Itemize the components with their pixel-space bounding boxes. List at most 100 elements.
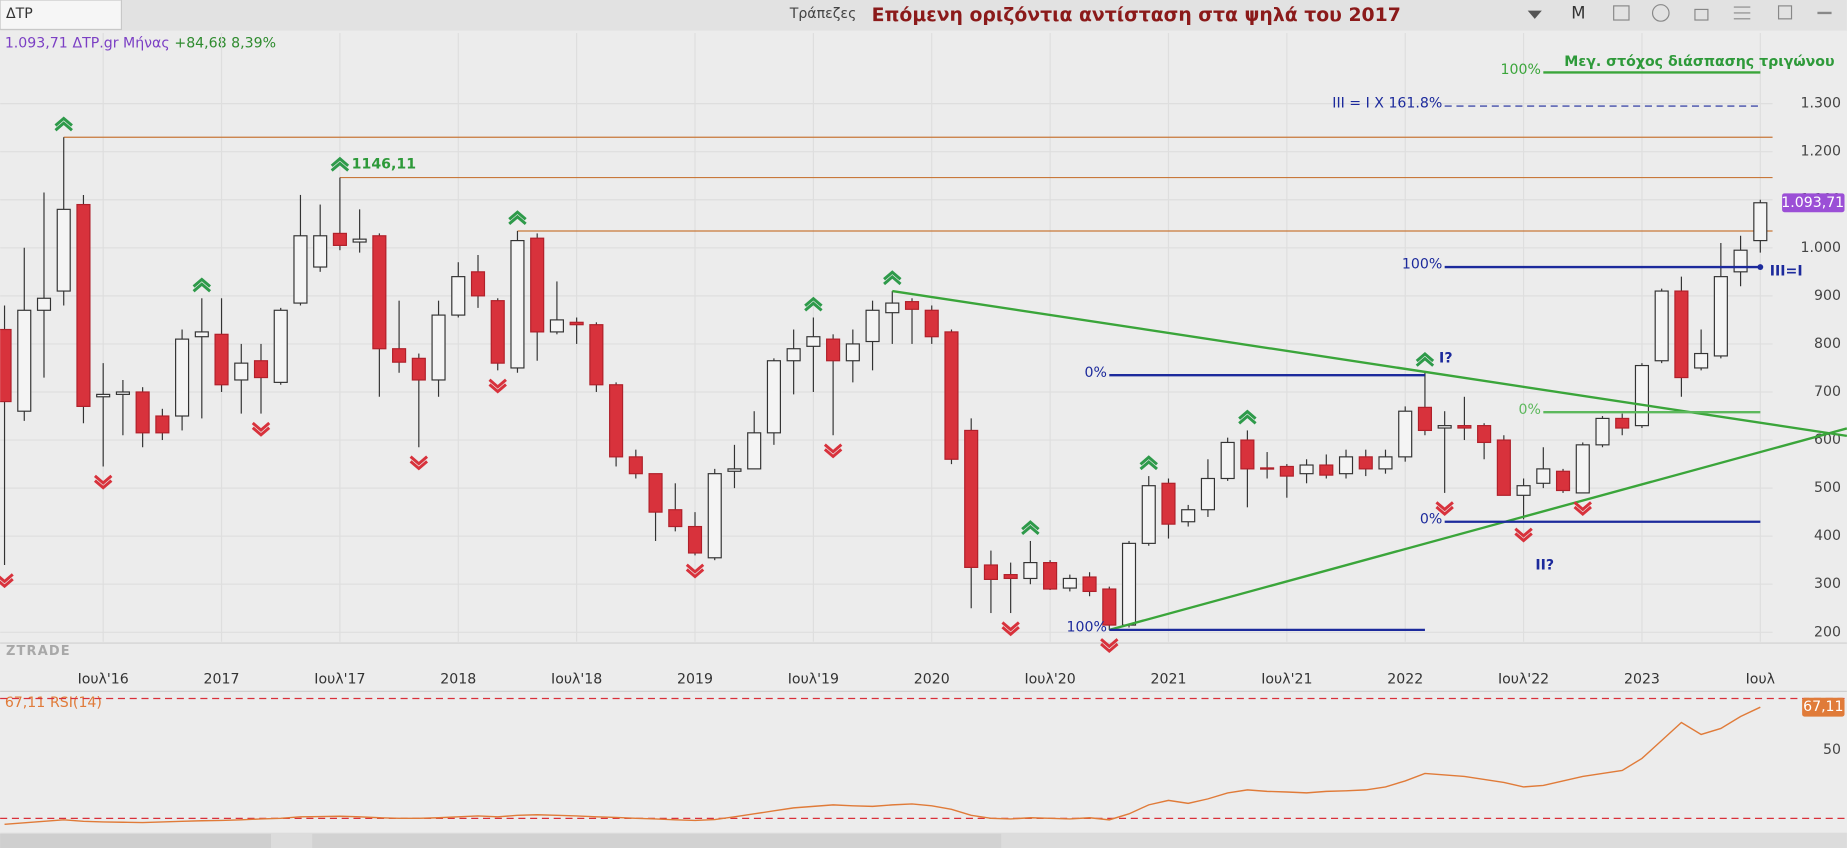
candle-body <box>1536 468 1551 484</box>
icon-chat[interactable] <box>1651 4 1670 22</box>
candle-body <box>1437 425 1452 429</box>
x-tick-label: 2022 <box>1387 672 1423 688</box>
scrollbar[interactable] <box>312 833 1002 848</box>
icon-restore[interactable] <box>1777 5 1793 20</box>
icon-lock[interactable] <box>1694 8 1709 21</box>
candle-body <box>826 338 841 362</box>
candle-body <box>904 301 920 310</box>
candle-body <box>490 300 505 364</box>
sector: Τράπεζες <box>789 6 857 22</box>
dropdown-button[interactable] <box>1527 10 1542 19</box>
y-tick-label: 900 <box>1814 288 1841 304</box>
tab[interactable] <box>0 833 272 848</box>
chart-title: Επόμενη οριζόντια αντίσταση στα ψηλά του… <box>872 5 1401 26</box>
x-tick-label: Ιουλ'21 <box>1261 672 1312 688</box>
candle-body <box>135 391 150 434</box>
candle-body <box>687 525 703 554</box>
icon-window[interactable] <box>1613 5 1630 21</box>
candle-body <box>1200 477 1215 511</box>
candle-body <box>214 333 229 386</box>
candle-body <box>924 309 939 338</box>
pivot-high <box>804 296 823 312</box>
candle-body <box>1161 482 1176 525</box>
fib-right-label: III=I <box>1770 264 1803 280</box>
period-button[interactable]: M <box>1571 4 1585 23</box>
y-tick-label: 200 <box>1814 624 1841 640</box>
candle-body <box>175 338 190 417</box>
pivot-low <box>685 563 705 579</box>
candle-body <box>1240 439 1255 470</box>
candle-body <box>313 235 328 268</box>
candle-body <box>1753 202 1768 242</box>
y-tick-label: 1.300 <box>1801 96 1841 112</box>
pivot-low <box>0 573 14 589</box>
candle-body <box>1141 485 1156 544</box>
candle-body <box>1260 467 1275 470</box>
symbol-box[interactable] <box>0 0 123 31</box>
pivot-low <box>93 474 113 490</box>
candle-body <box>1003 574 1018 580</box>
candle-body <box>1279 465 1294 477</box>
candle-body <box>1713 276 1728 357</box>
x-tick-label: Ιουλ'18 <box>551 672 602 688</box>
candle-body <box>510 240 525 369</box>
fib-label: III = I X 161.8% <box>1332 96 1442 112</box>
candle-body <box>1102 588 1117 626</box>
y-tick-label: 400 <box>1814 528 1841 544</box>
candle-body <box>470 271 486 297</box>
y-tick-label: 1.200 <box>1801 144 1841 160</box>
candle-body <box>155 415 170 434</box>
x-tick-label: 2021 <box>1151 672 1187 688</box>
pivot-high <box>1139 455 1158 471</box>
candle-body <box>1595 417 1610 446</box>
trendline <box>1108 427 1847 632</box>
pivot-low <box>1100 638 1119 654</box>
y-tick-label: 500 <box>1814 480 1841 496</box>
candle-body <box>727 468 742 472</box>
x-tick-label: 2023 <box>1624 672 1660 688</box>
candle-body <box>1674 290 1689 379</box>
candle-body <box>747 432 762 470</box>
last-price-tag <box>1782 193 1845 213</box>
x-tick-label: Ιουλ'17 <box>314 672 365 688</box>
candle-body <box>845 343 860 362</box>
fib-label: 100% <box>1402 257 1442 273</box>
fib-label: 0% <box>1420 511 1442 527</box>
fib-label: 100% <box>1501 62 1541 78</box>
pivot-high <box>508 210 527 226</box>
candle-body <box>1575 444 1590 494</box>
y-tick-label: 700 <box>1814 384 1841 400</box>
pivot-low <box>1514 527 1533 543</box>
fib-label: 0% <box>1085 365 1107 381</box>
icon-menu[interactable] <box>1733 6 1751 20</box>
instrument: ΔΤΡ.gr Μήνας <box>72 36 169 52</box>
candle-body <box>0 328 12 403</box>
rsi-info: 67,11 RSI(14) <box>5 695 102 711</box>
pivot-low <box>1435 501 1454 517</box>
candle-body <box>1181 509 1196 523</box>
last-price: 1.093,71 <box>5 36 68 52</box>
candle-body <box>352 238 367 243</box>
candle-body <box>983 564 998 581</box>
candle-body <box>253 360 269 379</box>
candle-body <box>1516 485 1531 496</box>
candle-body <box>1733 249 1748 273</box>
candle-body <box>1555 470 1571 492</box>
pivot-low <box>823 443 843 459</box>
x-tick-label: 2019 <box>677 672 713 688</box>
x-tick-label: Ιουλ <box>1746 672 1775 688</box>
x-tick-label: 2018 <box>440 672 476 688</box>
candle-body <box>1615 417 1630 429</box>
pivot-low <box>1573 501 1592 517</box>
candle-body <box>766 360 781 434</box>
candle-body <box>17 309 32 412</box>
candle-body <box>530 237 545 333</box>
candle-body <box>451 276 466 316</box>
candle-body <box>1121 542 1137 626</box>
pivot-low <box>251 421 271 437</box>
y-tick-label: 300 <box>1814 576 1841 592</box>
fib-note: Μεγ. στόχος διάσπασης τριγώνου <box>1564 54 1834 70</box>
pivot-high <box>54 116 73 132</box>
